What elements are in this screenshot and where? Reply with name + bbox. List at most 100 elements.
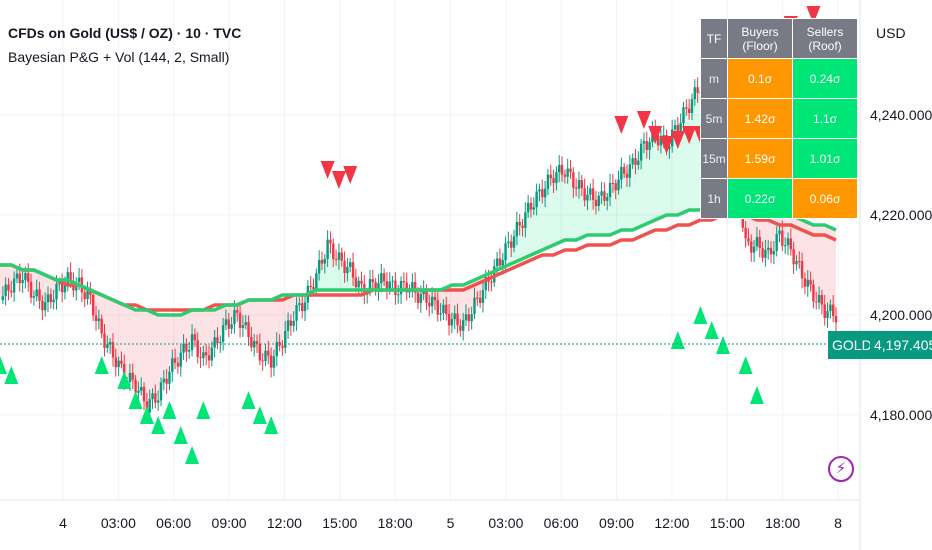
candle-body (792, 249, 795, 265)
candle-body (289, 320, 293, 326)
candle-body (15, 273, 19, 279)
candle-body (687, 108, 691, 113)
candle-body (411, 282, 414, 290)
candle-body (55, 283, 58, 300)
candle-body (377, 283, 380, 292)
candle-body (281, 345, 284, 348)
candle-body (148, 399, 151, 413)
buy-signal-marker (196, 401, 211, 419)
candle-body (478, 297, 482, 303)
sell-signal-marker (331, 171, 346, 189)
candle-body (637, 160, 640, 165)
candle-body (476, 297, 479, 299)
candle-body (628, 164, 632, 178)
candle-body (552, 178, 555, 183)
candle-body (188, 350, 191, 352)
candle-body (83, 292, 86, 300)
candle-body (117, 360, 120, 368)
candle-body (831, 304, 835, 317)
candle-body (267, 350, 270, 356)
candle-body (329, 239, 332, 244)
table-cell-sellers: 0.24σ (792, 58, 858, 99)
candle-body (94, 315, 98, 321)
candle-body (795, 261, 798, 265)
candle-body (781, 230, 784, 246)
sell-signal-marker (682, 126, 697, 144)
candle-body (165, 378, 168, 384)
candle-body (210, 347, 214, 361)
candle-body (111, 342, 115, 358)
candle-body (46, 294, 50, 303)
candle-body (360, 280, 363, 284)
candle-body (258, 343, 262, 361)
candle-body (261, 360, 264, 362)
candle-body (656, 135, 660, 146)
candle-body (558, 164, 561, 173)
candle-body (405, 282, 408, 293)
candle-body (380, 273, 383, 284)
candle-body (541, 189, 544, 198)
candle-body (38, 289, 41, 301)
buy-signal-marker (749, 386, 764, 404)
buy-signal-marker (0, 356, 7, 374)
candle-body (182, 343, 185, 353)
candle-body (507, 241, 510, 244)
candle-body (834, 316, 838, 323)
candle-body (747, 238, 750, 242)
candle-body (758, 237, 761, 249)
candle-body (219, 341, 222, 344)
candle-body (32, 296, 36, 298)
table-cell-buyers: 1.42σ (727, 98, 793, 139)
candle-body (349, 262, 352, 268)
sell-signal-marker (659, 136, 674, 154)
candle-body (648, 142, 651, 150)
candle-body (549, 174, 552, 179)
candle-body (326, 239, 329, 260)
table-cell-sellers: 0.06σ (792, 178, 858, 219)
candle-body (354, 277, 358, 288)
candle-body (151, 393, 154, 400)
candle-body (35, 289, 38, 297)
currency-label[interactable]: USD (876, 25, 906, 41)
candle-body (809, 279, 812, 285)
candle-body (247, 322, 250, 337)
candle-body (510, 241, 513, 248)
candle-body (445, 304, 448, 314)
table-cell-tf: 5m (700, 98, 728, 139)
candle-body (659, 137, 663, 146)
candle-body (162, 378, 166, 383)
lightning-icon[interactable]: ⚡ (828, 456, 854, 482)
candle-body (433, 296, 437, 301)
candle-body (800, 261, 804, 279)
candle-body (783, 245, 787, 247)
cloud-segment (824, 225, 836, 315)
buy-signal-marker (117, 371, 132, 389)
candle-body (315, 273, 318, 290)
candle-body (278, 342, 281, 346)
candle-body (207, 355, 211, 361)
candle-body (43, 302, 47, 311)
candle-body (439, 313, 442, 315)
sigma-table: TF Buyers (Floor) Sellers (Roof) m 0.1σ 0.… (700, 18, 858, 219)
table-cell-buyers: 0.1σ (727, 58, 793, 99)
symbol-title[interactable]: CFDs on Gold (US$ / OZ) · 10 · TVC (8, 25, 242, 41)
candle-body (204, 352, 208, 356)
candle-body (806, 279, 809, 287)
sell-signal-marker (343, 166, 358, 184)
candle-body (789, 238, 793, 250)
candle-body (159, 382, 163, 401)
candle-body (374, 282, 377, 292)
candle-body (498, 258, 502, 266)
indicator-legend[interactable]: Bayesian P&G + Vol (144, 2, Small) (8, 49, 230, 65)
time-tick-label: 06:00 (543, 515, 579, 531)
table-row: m 0.1σ 0.24σ (700, 58, 858, 99)
candle-body (100, 318, 103, 334)
candle-body (4, 284, 7, 297)
candle-body (298, 303, 301, 306)
candle-body (323, 259, 326, 264)
candle-body (131, 372, 134, 380)
candle-body (767, 247, 770, 250)
candle-body (625, 173, 629, 178)
table-row: 5m 1.42σ 1.1σ (700, 98, 858, 139)
